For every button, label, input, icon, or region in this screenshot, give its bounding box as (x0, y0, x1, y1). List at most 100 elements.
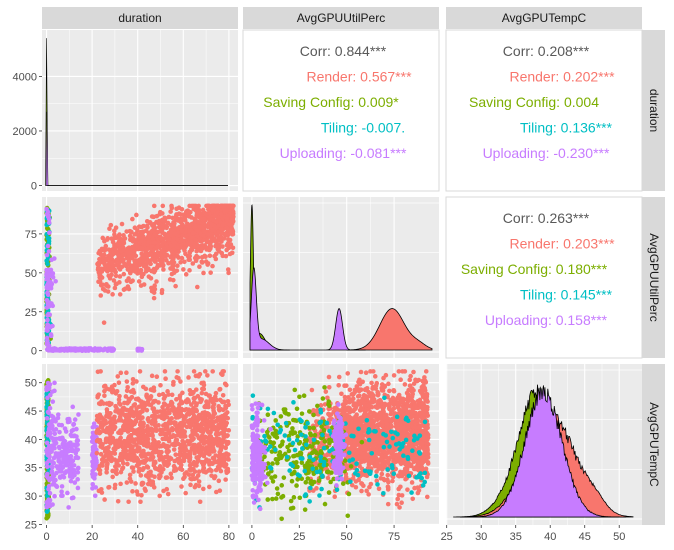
point-render (160, 431, 166, 436)
point-render (104, 257, 109, 263)
point-render (225, 240, 231, 246)
facet-strip-top-AvgGPUTempC (446, 7, 642, 29)
point-render (131, 413, 136, 419)
point-render (356, 455, 362, 460)
point-render (190, 431, 195, 436)
point-uploading (44, 342, 50, 347)
point-uploading (49, 468, 55, 474)
point-render (165, 431, 171, 436)
point-render (106, 484, 112, 490)
point-uploading (74, 438, 80, 444)
point-render (134, 212, 139, 218)
point-uploading (60, 459, 66, 465)
point-render (221, 399, 227, 405)
point-uploading (65, 490, 70, 496)
point-render (216, 229, 221, 235)
point-render (157, 493, 163, 499)
point-render (210, 227, 215, 233)
panel-background (242, 29, 440, 192)
point-render (202, 414, 207, 419)
point-render (210, 203, 215, 209)
point-uploading (56, 348, 61, 353)
point-render (117, 393, 122, 399)
point-render (153, 258, 158, 264)
point-render (172, 231, 178, 236)
point-render (124, 370, 129, 375)
point-render (204, 439, 210, 445)
point-render (117, 400, 122, 406)
point-render (133, 231, 139, 236)
point-render (174, 375, 180, 380)
point-render (150, 433, 155, 439)
point-render (211, 236, 217, 241)
point-render (111, 425, 116, 431)
point-render (157, 475, 162, 481)
point-render (107, 274, 113, 280)
point-uploading (90, 474, 96, 479)
point-render (166, 438, 172, 444)
point-render (213, 390, 219, 396)
point-render (379, 471, 385, 477)
point-render (141, 448, 146, 454)
point-render (99, 490, 105, 495)
point-render (187, 257, 193, 263)
point-render (372, 374, 378, 379)
point-uploading (44, 206, 49, 212)
point-render (128, 389, 134, 394)
point-render (169, 403, 175, 408)
point-tiling (45, 235, 51, 241)
point-render (309, 387, 315, 393)
point-render (152, 286, 158, 292)
point-render (154, 374, 160, 380)
point-render (176, 456, 182, 462)
point-render (144, 247, 150, 252)
point-uploading (50, 275, 56, 280)
point-render (135, 414, 141, 419)
point-render (223, 422, 229, 428)
point-render (370, 424, 376, 430)
facet-strip-label: AvgGPUTempC (647, 402, 661, 487)
point-uploading (52, 256, 57, 261)
point-uploading (72, 448, 78, 454)
point-render (177, 460, 183, 466)
point-render (204, 399, 209, 404)
point-render (386, 402, 391, 407)
point-render (216, 249, 222, 254)
facet-strip-top-duration (42, 7, 238, 29)
point-render (208, 270, 213, 275)
point-render (155, 229, 161, 235)
point-render (186, 375, 191, 380)
point-render (156, 453, 162, 459)
point-render (171, 220, 176, 225)
point-render (199, 397, 205, 402)
point-render (151, 409, 157, 415)
point-render (149, 252, 154, 258)
point-render (203, 212, 208, 217)
corr-label-corr: Corr: 0.844*** (300, 43, 387, 59)
point-render (358, 369, 364, 375)
point-render (183, 229, 189, 234)
point-render (112, 485, 118, 491)
point-render (139, 238, 144, 244)
point-render (369, 380, 374, 386)
point-uploading (87, 346, 93, 351)
point-render (129, 244, 135, 250)
point-render (229, 232, 235, 237)
scatter-points (44, 369, 232, 521)
point-render (366, 492, 371, 497)
point-render (220, 437, 226, 442)
point-render (135, 396, 140, 402)
point-render (325, 475, 331, 481)
point-render (127, 472, 133, 478)
point-render (193, 403, 199, 408)
point-uploading (54, 454, 59, 459)
point-uploading (90, 447, 96, 452)
point-render (357, 377, 362, 383)
point-render (196, 479, 202, 484)
point-render (325, 395, 330, 401)
point-render (225, 415, 231, 421)
point-render (362, 408, 367, 414)
facet-strip-label: AvgGPUUtilPerc (647, 233, 661, 321)
point-render (203, 422, 208, 428)
point-render (131, 469, 136, 474)
